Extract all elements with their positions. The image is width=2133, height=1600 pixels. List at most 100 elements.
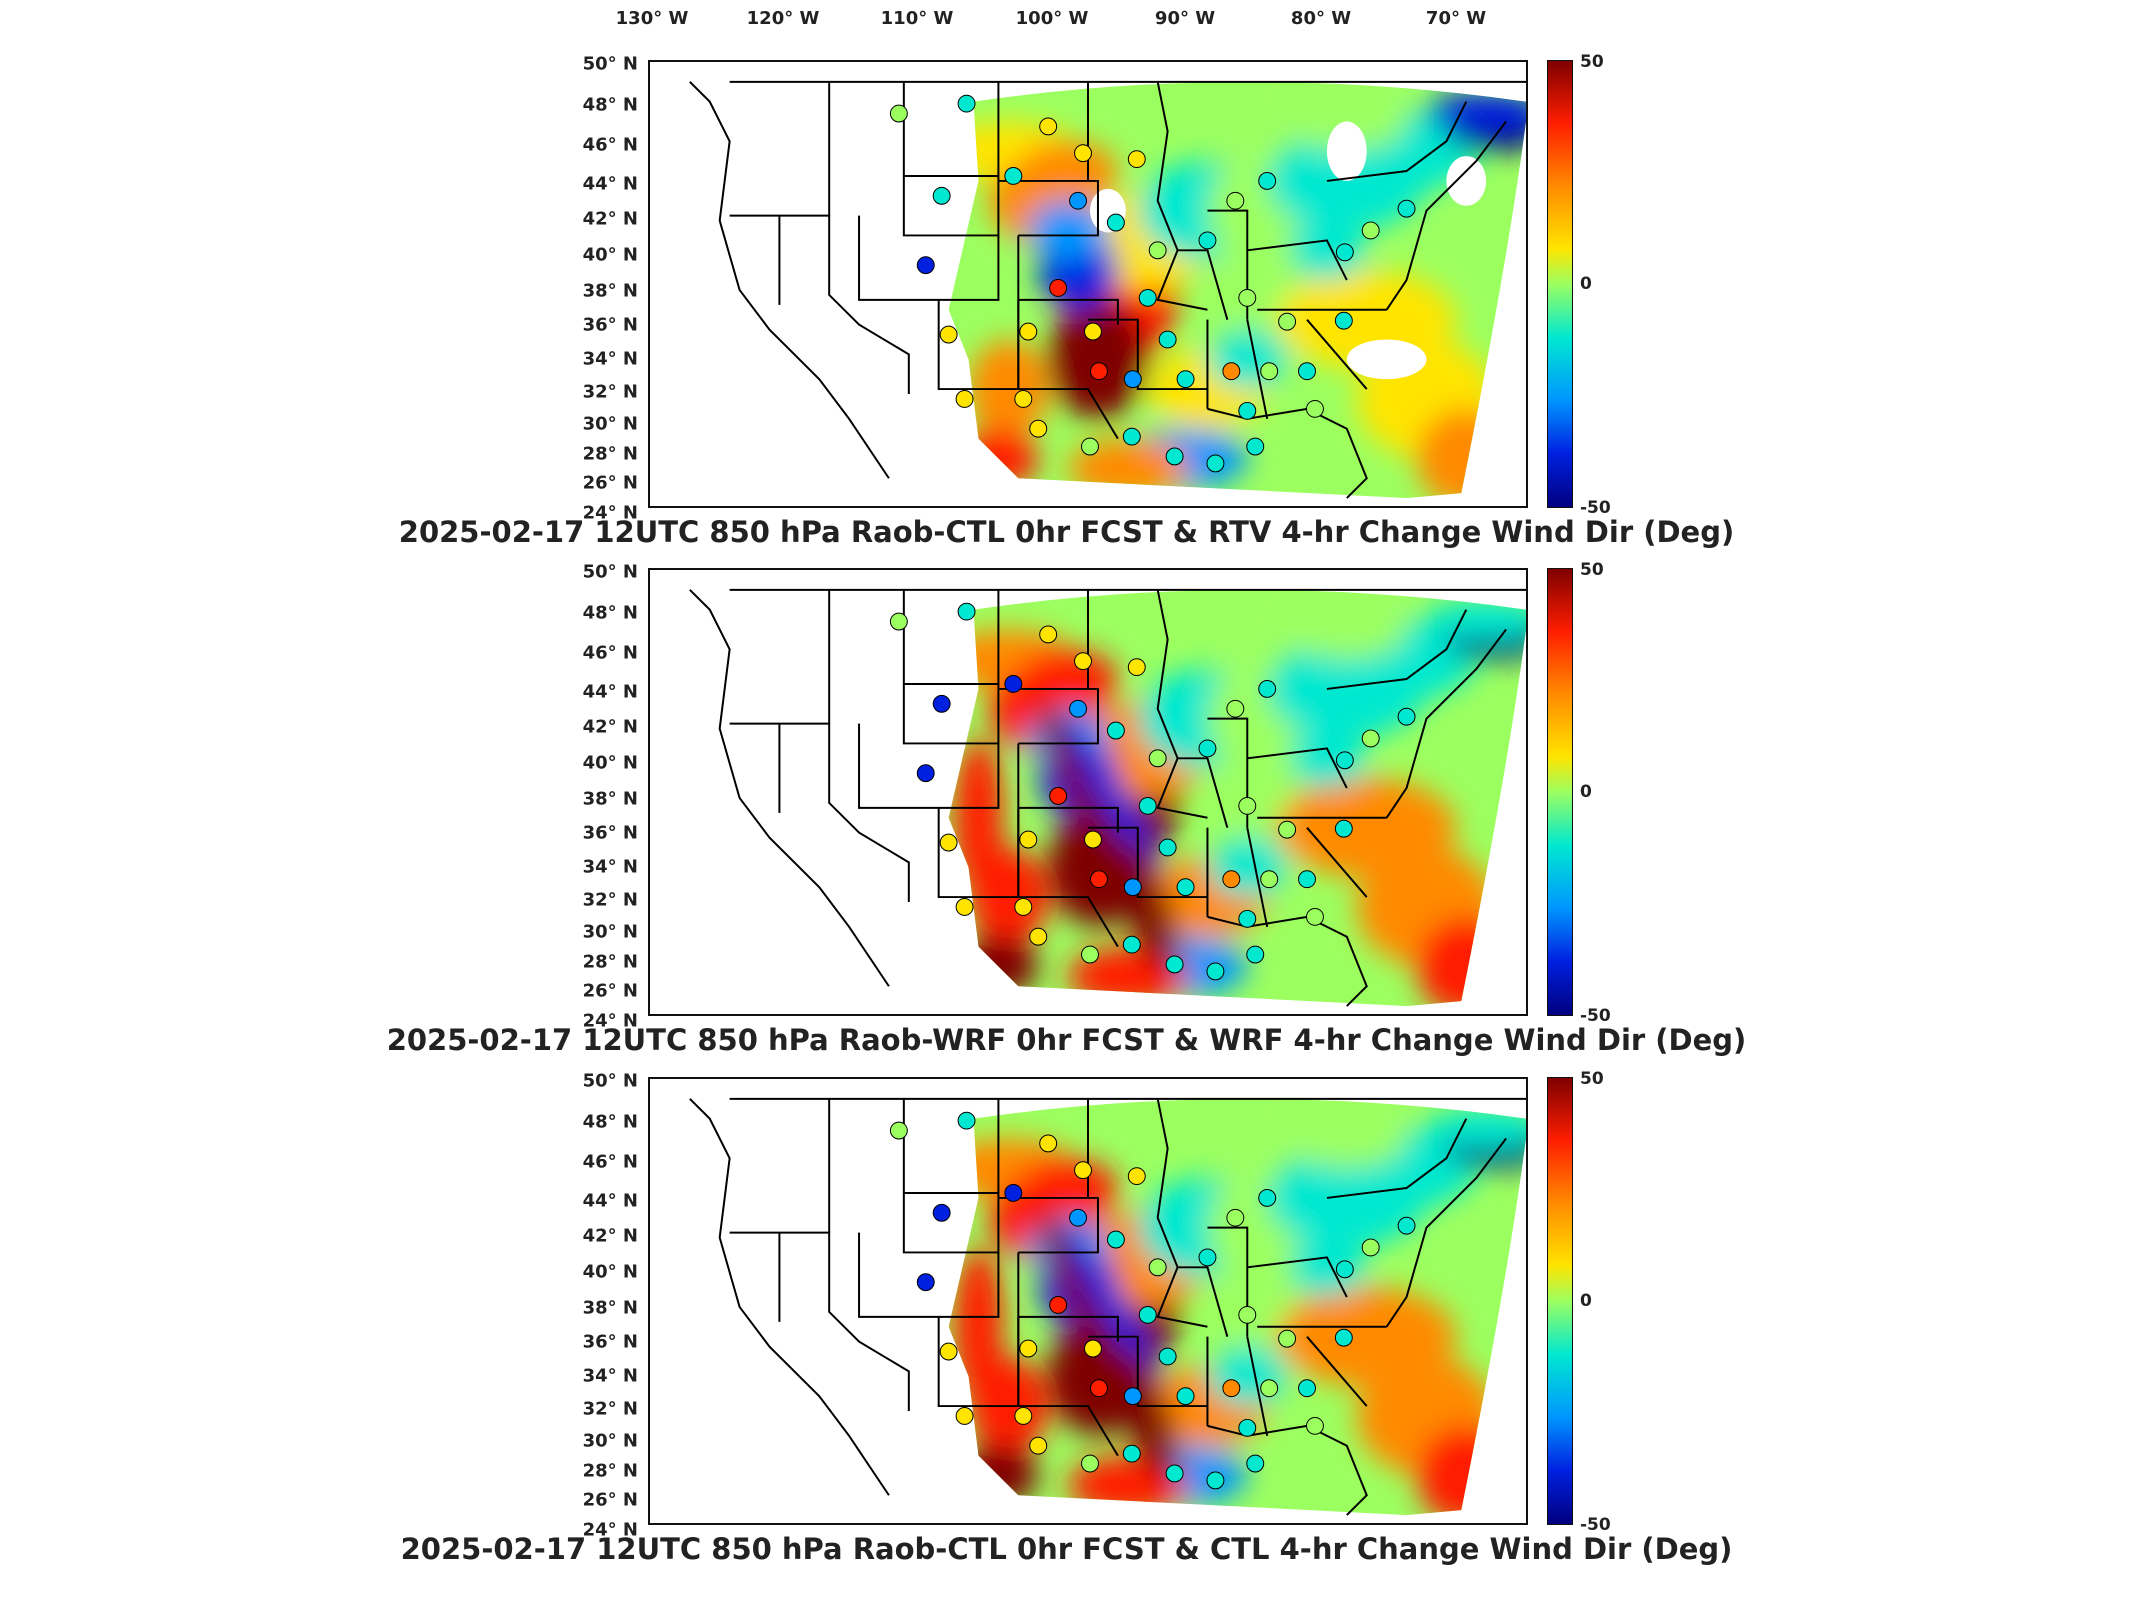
station-marker — [1238, 401, 1257, 420]
station-marker — [1335, 751, 1354, 770]
latitude-label: 36° N — [582, 314, 638, 336]
station-marker — [1158, 838, 1177, 857]
station-marker — [1278, 312, 1297, 331]
colorbar-tick-label: 50 — [1580, 560, 1604, 580]
latitude-label: 50° N — [582, 561, 638, 583]
latitude-label: 28° N — [582, 951, 638, 973]
station-marker — [1260, 870, 1279, 889]
latitude-label: 24° N — [582, 1010, 638, 1032]
panel-title: 2025-02-17 12UTC 850 hPa Raob-WRF 0hr FC… — [386, 1023, 1747, 1057]
station-marker — [1246, 945, 1265, 964]
station-marker — [916, 256, 935, 275]
latitude-label: 40° N — [582, 1261, 638, 1283]
station-marker — [1019, 1339, 1038, 1358]
latitude-label: 28° N — [582, 443, 638, 465]
latitude-label: 38° N — [582, 788, 638, 810]
station-marker — [1278, 820, 1297, 839]
latitude-label: 26° N — [582, 980, 638, 1002]
station-marker — [1084, 1339, 1102, 1358]
station-marker — [1298, 362, 1316, 381]
latitude-label: 42° N — [582, 208, 638, 230]
latitude-label: 30° N — [582, 921, 638, 943]
station-marker — [1165, 1464, 1184, 1483]
station-marker — [889, 104, 908, 123]
station-marker — [1397, 707, 1416, 726]
latitude-label: 24° N — [582, 502, 638, 524]
state-boundaries — [689, 1097, 1526, 1516]
station-marker — [1258, 1189, 1277, 1207]
station-marker — [1206, 454, 1225, 473]
station-marker — [1226, 191, 1245, 210]
station-marker — [1176, 370, 1195, 389]
station-marker — [1206, 962, 1225, 981]
station-marker — [1298, 870, 1316, 889]
station-marker — [1049, 787, 1068, 805]
longitude-axis: 130° W 120° W 110° W 100° W 90° W 80° W 70° W — [0, 0, 2133, 40]
station-marker — [1158, 1347, 1177, 1366]
station-marker — [1260, 1379, 1279, 1398]
station-marker — [1258, 680, 1277, 698]
station-marker — [1127, 150, 1146, 169]
station-marker — [1246, 1454, 1265, 1473]
station-marker — [1122, 935, 1141, 954]
station-marker — [1222, 362, 1241, 381]
latitude-label: 38° N — [582, 280, 638, 302]
latitude-label: 36° N — [582, 822, 638, 844]
station-marker — [957, 1111, 976, 1130]
longitude-label: 110° W — [880, 8, 954, 29]
station-marker — [1019, 830, 1038, 849]
longitude-label: 80° W — [1290, 8, 1352, 29]
station-marker — [1074, 144, 1092, 163]
station-marker — [932, 1203, 951, 1222]
map-area — [648, 568, 1528, 1016]
station-marker — [1306, 1416, 1324, 1435]
station-marker — [1148, 1258, 1167, 1277]
map-panel-1: 50° N 48° N 46° N 44° N 42° N 40° N 38° N 36° N… — [0, 52, 2133, 570]
station-marker — [1123, 370, 1142, 389]
latitude-label: 48° N — [582, 1111, 638, 1133]
station-marker — [1039, 1134, 1058, 1153]
station-marker — [1081, 945, 1099, 964]
station-marker — [1081, 437, 1099, 456]
latitude-label: 50° N — [582, 1070, 638, 1092]
station-marker — [1081, 1454, 1099, 1473]
station-marker — [1138, 796, 1157, 815]
station-marker — [1198, 739, 1217, 758]
latitude-label: 30° N — [582, 1430, 638, 1452]
station-marker — [1306, 399, 1324, 418]
map-panel-2: 50° N 48° N 46° N 44° N 42° N 40° N 38° N 36° N… — [0, 560, 2133, 1078]
longitude-label: 130° W — [615, 8, 689, 29]
station-marker — [1238, 288, 1257, 307]
station-marker — [1148, 241, 1167, 260]
station-marker — [1335, 1260, 1354, 1279]
station-marker — [957, 94, 976, 113]
station-marker — [932, 694, 951, 713]
station-marker — [889, 1121, 908, 1140]
latitude-label: 46° N — [582, 642, 638, 664]
station-marker — [1069, 699, 1088, 718]
station-marker — [1165, 447, 1184, 466]
latitude-label: 50° N — [582, 53, 638, 75]
station-marker — [1004, 1184, 1023, 1202]
station-marker — [1029, 419, 1048, 438]
state-boundaries — [689, 588, 1526, 1007]
longitude-label: 100° W — [1015, 8, 1089, 29]
station-marker — [1127, 658, 1146, 677]
station-marker — [1089, 870, 1108, 889]
colorbar — [1547, 1077, 1573, 1525]
station-marker — [1039, 117, 1058, 136]
station-marker — [939, 833, 958, 852]
raob-stations — [889, 1111, 1416, 1490]
station-marker — [1089, 1379, 1108, 1398]
latitude-label: 42° N — [582, 1225, 638, 1247]
longitude-label: 120° W — [746, 8, 820, 29]
station-marker — [1122, 1444, 1141, 1463]
colorbar-tick-label: 50 — [1580, 52, 1604, 72]
panel-title: 2025-02-17 12UTC 850 hPa Raob-CTL 0hr FC… — [400, 1532, 1733, 1566]
station-marker — [1335, 243, 1354, 262]
station-marker — [1238, 1305, 1257, 1324]
station-marker — [1084, 322, 1102, 341]
station-marker — [955, 390, 974, 408]
station-marker — [1397, 1216, 1416, 1235]
station-marker — [1198, 1248, 1217, 1267]
